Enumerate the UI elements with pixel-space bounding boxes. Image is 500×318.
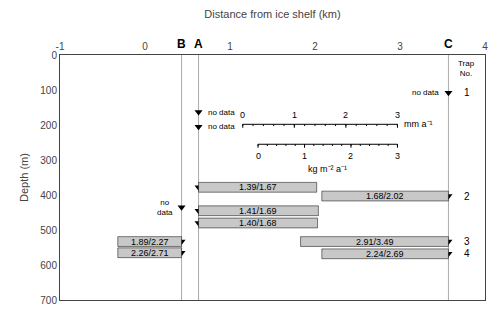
svg-text:0: 0 [240,110,245,120]
svg-text:0: 0 [142,41,148,52]
svg-text:2.26/2.71: 2.26/2.71 [131,248,169,258]
svg-text:0: 0 [51,50,57,61]
svg-text:TrapNo.: TrapNo. [458,59,475,78]
svg-text:3: 3 [464,236,470,247]
svg-text:3: 3 [395,110,400,120]
svg-text:-1: -1 [56,41,65,52]
svg-text:700: 700 [40,295,57,306]
svg-text:C: C [444,37,453,51]
svg-text:1.68/2.02: 1.68/2.02 [366,191,404,201]
svg-text:B: B [177,37,186,51]
svg-text:1.89/2.27: 1.89/2.27 [131,237,169,247]
svg-text:1.39/1.67: 1.39/1.67 [239,182,277,192]
svg-text:kg m⁻² a⁻¹: kg m⁻² a⁻¹ [308,164,347,174]
svg-text:no data: no data [208,122,235,131]
svg-text:2.91/3.49: 2.91/3.49 [356,237,394,247]
svg-text:mm a⁻¹: mm a⁻¹ [404,119,433,129]
svg-text:2: 2 [312,41,318,52]
svg-text:1: 1 [464,87,470,98]
svg-text:1: 1 [302,151,307,161]
svg-text:100: 100 [40,85,57,96]
svg-text:2: 2 [343,110,348,120]
svg-text:1: 1 [292,110,297,120]
svg-text:no data: no data [412,88,439,97]
svg-text:4: 4 [464,248,470,259]
svg-text:Depth (m): Depth (m) [18,153,30,202]
svg-text:0: 0 [256,151,261,161]
svg-text:1.41/1.69: 1.41/1.69 [239,206,277,216]
svg-text:nodata: nodata [157,198,173,217]
svg-text:3: 3 [397,41,403,52]
svg-text:1.40/1.68: 1.40/1.68 [239,218,277,228]
svg-text:Distance from ice shelf (km): Distance from ice shelf (km) [204,8,340,20]
svg-text:1: 1 [227,41,233,52]
svg-text:300: 300 [40,155,57,166]
svg-text:400: 400 [40,190,57,201]
svg-text:no data: no data [208,108,235,117]
svg-text:500: 500 [40,225,57,236]
svg-text:2.24/2.69: 2.24/2.69 [366,249,404,259]
svg-text:4: 4 [482,41,488,52]
svg-text:2: 2 [348,151,353,161]
svg-text:600: 600 [40,260,57,271]
svg-text:2: 2 [464,191,470,202]
svg-text:200: 200 [40,120,57,131]
svg-text:A: A [194,37,203,51]
svg-text:3: 3 [395,151,400,161]
